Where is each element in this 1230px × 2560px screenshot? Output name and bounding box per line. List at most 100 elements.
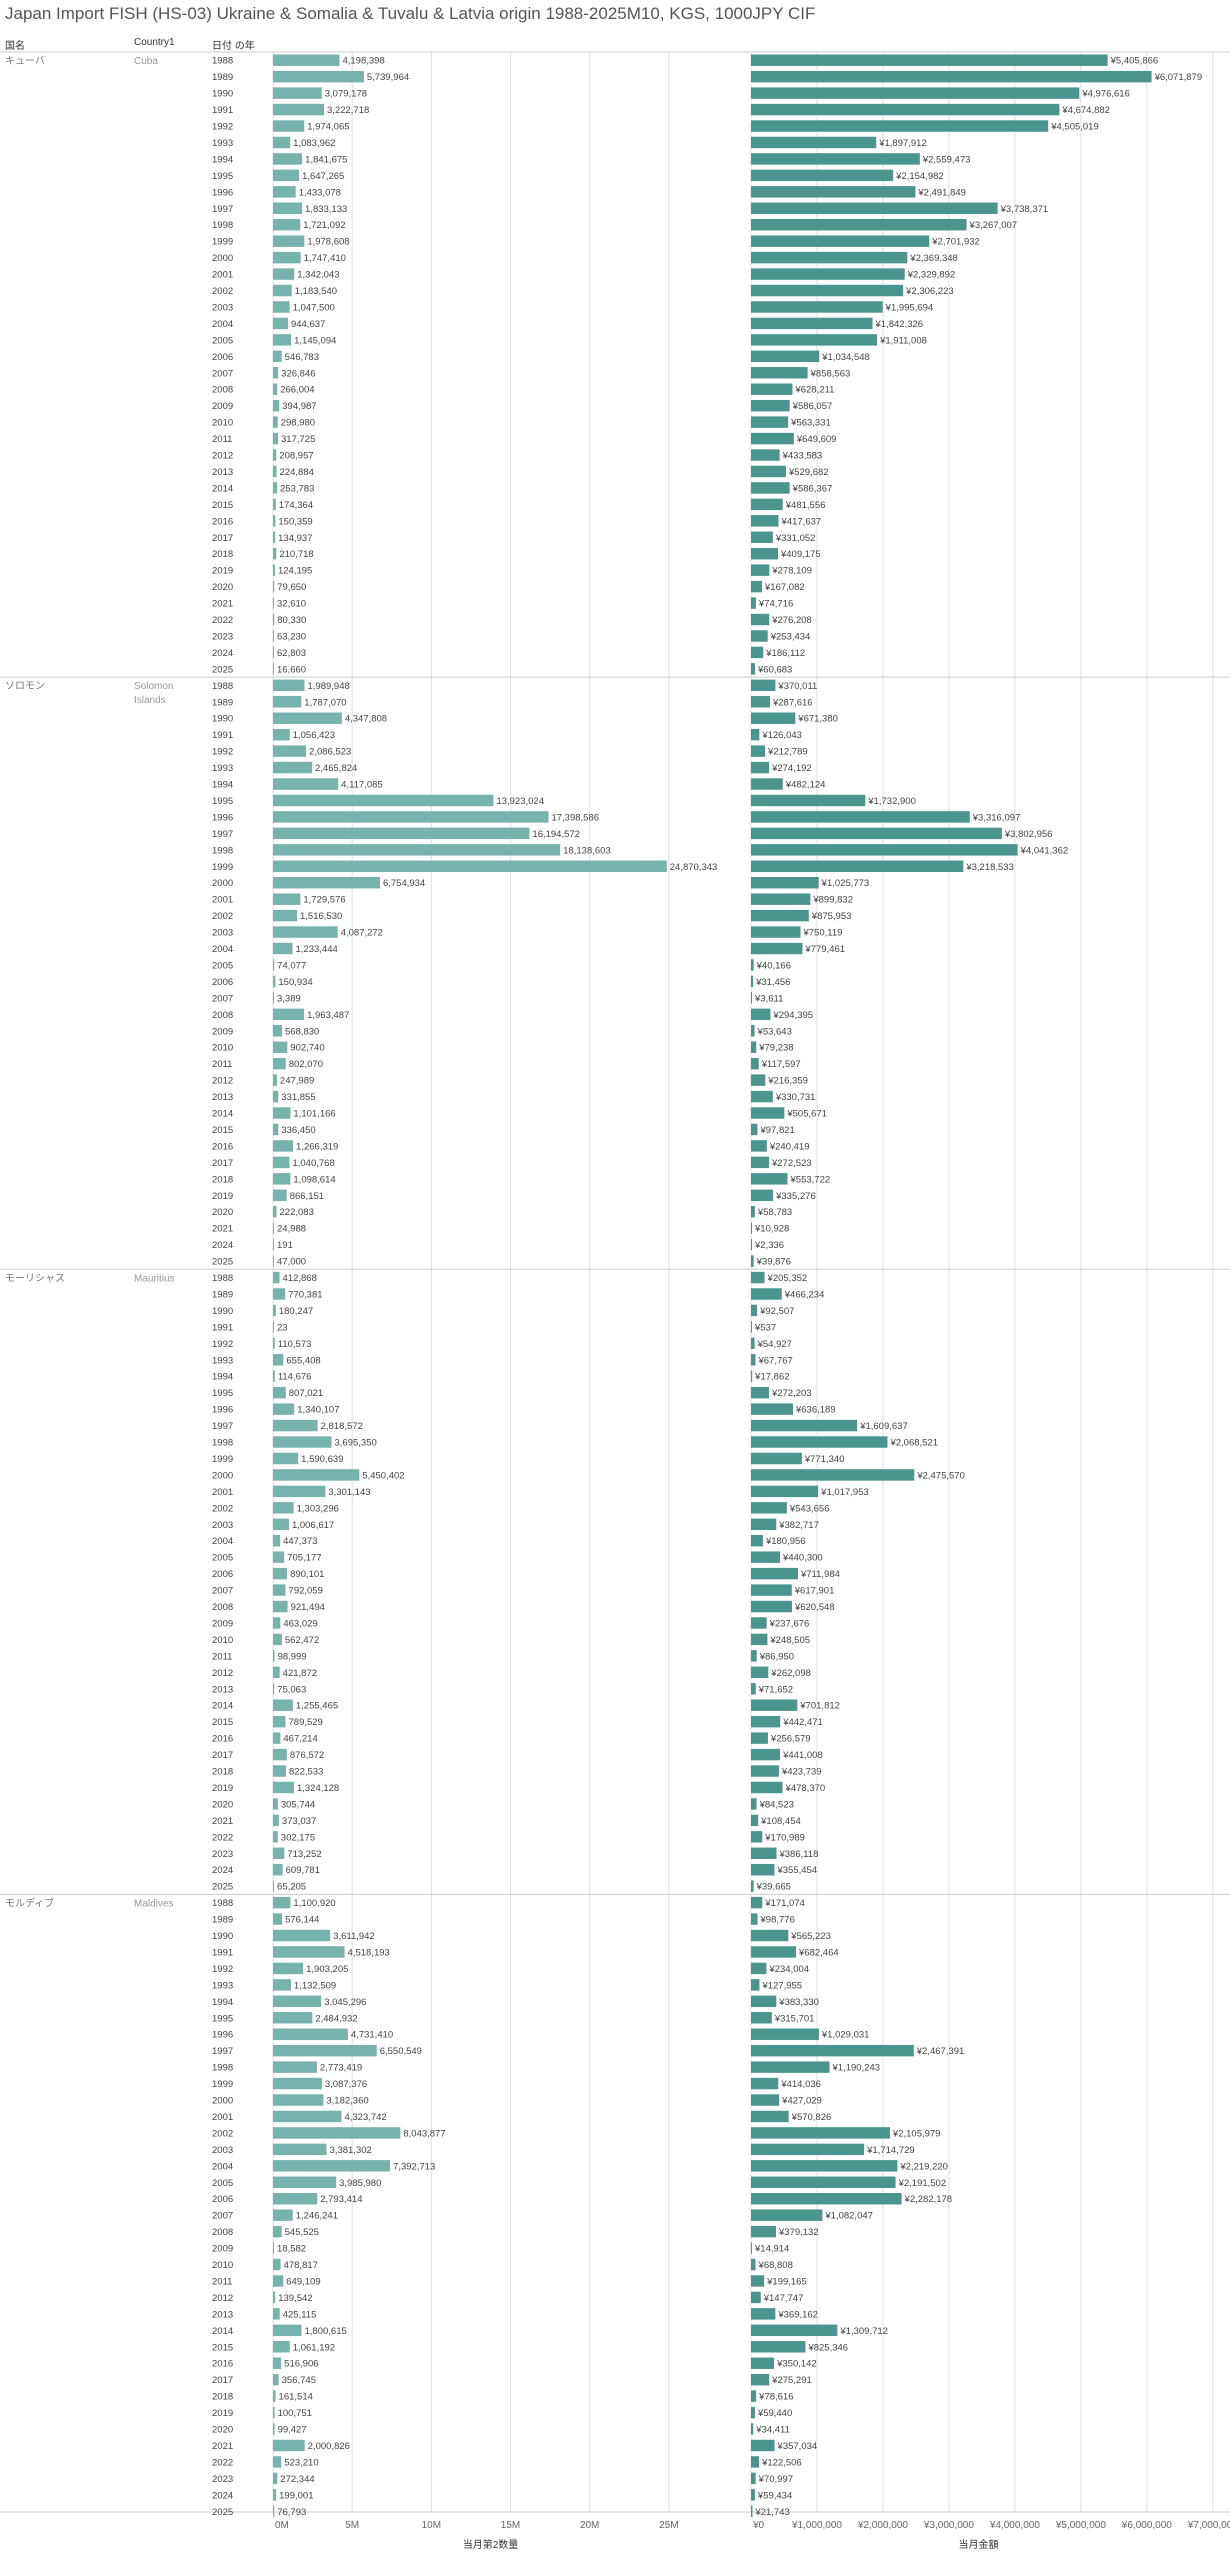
bar-quantity-label: 62,803 [277,648,306,659]
bar-value [751,1057,759,1070]
bar-value-label: ¥442,471 [782,1717,823,1728]
bar-value-label: ¥711,984 [800,1569,840,1580]
bar-value [751,564,770,576]
year-label: 2005 [212,1553,233,1564]
bar-quantity [273,745,307,757]
bar-value [751,1567,798,1580]
bar-value [751,449,780,461]
bar-quantity-label: 79,650 [277,582,306,593]
bar-quantity-label: 74,077 [277,960,306,971]
bar-value-label: ¥21,743 [754,2507,789,2518]
bar-value-label: ¥186,112 [765,648,805,659]
bar-quantity-label: 16,194,572 [532,829,580,840]
year-label: 2017 [212,533,233,544]
bar-value-label: ¥570,826 [791,2112,832,2123]
year-label: 2016 [212,1734,233,1745]
bar-quantity-label: 7,392,713 [393,2161,435,2172]
bar-value [751,284,904,297]
bar-quantity-label: 1,246,241 [296,2211,338,2222]
bar-value-label: ¥216,359 [767,1076,808,1087]
bar-quantity [273,1798,278,1810]
bar-quantity [273,103,325,116]
bar-value-label: ¥369,162 [777,2309,818,2320]
bar-value [751,1600,792,1613]
bar-quantity [273,1699,293,1711]
bar-value [751,2472,756,2485]
bar-quantity [273,317,288,330]
bar-value-label: ¥256,579 [770,1734,811,1745]
bar-quantity [273,2176,337,2188]
bar-quantity [273,2456,282,2468]
bar-value [751,1107,785,1119]
country-en-label: Mauritius [134,1273,175,1284]
year-label: 2001 [212,2112,233,2123]
bar-value [751,268,905,280]
bar-value-label: ¥40,166 [756,960,791,971]
bar-value-label: ¥409,175 [780,549,821,560]
bar-quantity-label: 705,177 [287,1553,321,1564]
year-label: 1993 [212,138,233,149]
bar-value [751,2291,761,2304]
bar-value-label: ¥1,911,008 [879,335,927,346]
bar-value-label: ¥3,802,956 [1004,829,1053,840]
bar-quantity [273,2505,275,2517]
bar-quantity [273,712,342,724]
year-label: 1988 [212,1898,233,1909]
bar-value-label: ¥54,927 [757,1339,792,1350]
bar-quantity-label: 317,725 [281,434,315,445]
year-label: 1997 [212,1421,233,1432]
year-label: 2004 [212,319,233,330]
bar-value-label: ¥274,192 [771,763,812,774]
year-label: 2022 [212,2457,233,2468]
bar-value [751,1633,768,1646]
bar-quantity-label: 1,989,948 [308,681,350,692]
bar-quantity-label: 266,004 [280,385,314,396]
bar-quantity [273,1880,275,1892]
bar-quantity-label: 1,787,070 [304,697,346,708]
bar-quantity [273,1271,280,1284]
bar-value [751,103,1060,116]
bar-quantity-label: 1,101,166 [293,1109,335,1120]
bar-quantity [273,498,276,511]
year-label: 2006 [212,352,233,363]
bar-value-label: ¥1,609,637 [859,1421,908,1432]
bar-quantity [273,531,276,543]
bar-value [751,794,866,807]
bar-quantity-label: 17,398,586 [551,812,599,823]
bar-value-label: ¥60,683 [757,664,792,675]
bar-quantity-label: 191 [277,1240,293,1251]
bar-value [751,531,773,543]
bar-value-label: ¥4,041,362 [1020,845,1069,856]
bar-quantity-label: 3,182,360 [326,2096,368,2107]
bar-value [751,2357,775,2369]
bar-value-label: ¥272,523 [771,1158,812,1169]
bar-quantity-label: 199,001 [279,2490,313,2501]
bar-value-label: ¥617,901 [794,1586,835,1597]
bar-quantity [273,1057,286,1070]
year-label: 2008 [212,385,233,396]
year-label: 1996 [212,2030,233,2041]
bar-value-label: ¥350,142 [776,2359,817,2370]
bar-value [751,1699,798,1711]
bar-quantity-label: 1,647,265 [302,171,344,182]
bar-value-label: ¥875,953 [811,911,852,922]
bar-quantity [273,1386,286,1399]
year-label: 2007 [212,2211,233,2222]
bar-value [751,1354,756,1366]
bar-quantity-label: 1,145,094 [294,335,336,346]
bar-quantity [273,1485,326,1498]
bar-value-label: ¥771,340 [804,1454,845,1465]
bar-value-label: ¥98,776 [760,1915,795,1926]
year-label: 2007 [212,1586,233,1597]
bar-value [751,761,770,774]
year-label: 2024 [212,1240,233,1251]
year-label: 2016 [212,1141,233,1152]
bar-quantity-label: 114,676 [278,1372,312,1383]
bar-quantity-label: 902,740 [290,1043,324,1054]
bar-quantity-label: 99,427 [278,2425,307,2436]
bar-quantity-label: 1,721,092 [303,220,345,231]
bar-quantity-label: 75,063 [277,1684,306,1695]
bar-value-label: ¥1,897,912 [878,138,927,149]
year-label: 2001 [212,1487,233,1498]
bar-value [751,1008,771,1021]
